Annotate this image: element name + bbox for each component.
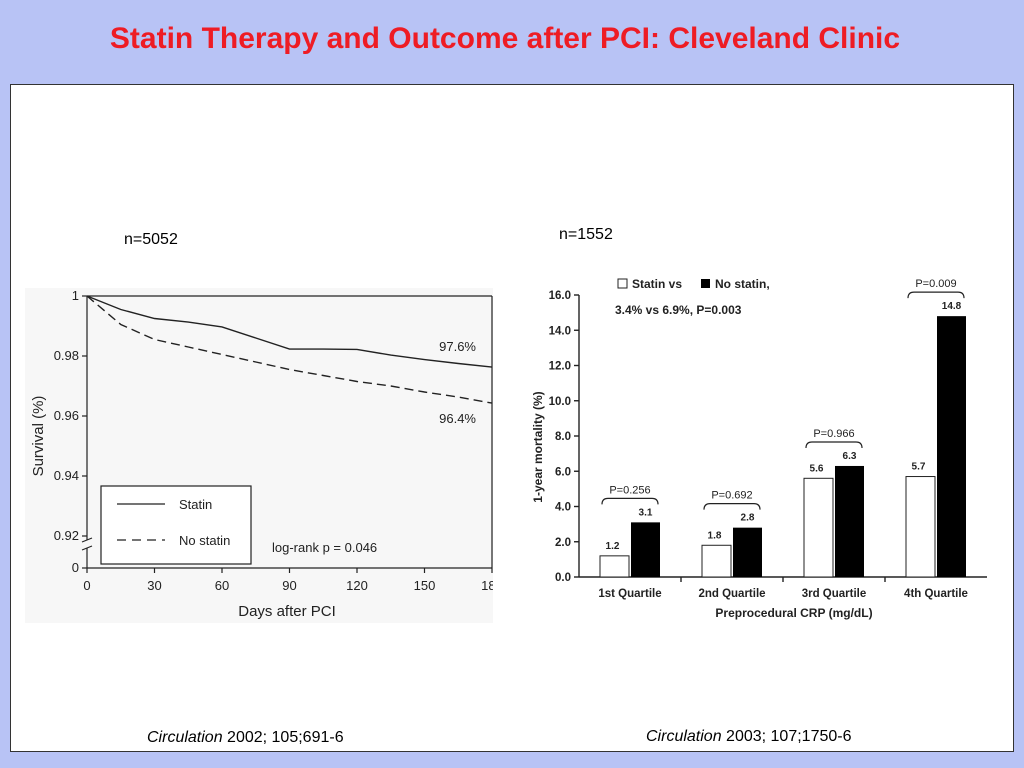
survival-y-tick-label: 0.96 [54, 408, 79, 423]
mortality-bar-chart: 0.0 2.0 4.0 6.0 8.0 10.0 12.0 14.0 16.0 1st Quart… [523, 255, 1001, 623]
right-citation-journal: Circulation [646, 728, 722, 745]
p-value-label: P=0.966 [813, 428, 854, 440]
bar-y-tick-label: 0.0 [555, 572, 571, 584]
bar-value-label: 3.1 [639, 507, 653, 518]
legend-statin-vs-swatch [617, 278, 628, 289]
right-n-label: n=1552 [559, 226, 613, 243]
p-value-bracket [703, 503, 761, 510]
bar-y-axis-label: 1-year mortality (%) [531, 391, 545, 502]
p-value-label: P=0.256 [609, 484, 650, 496]
p-value-bracket [805, 441, 863, 448]
legend-line2: 3.4% vs 6.9%, P=0.003 [615, 303, 742, 317]
slide-title: Statin Therapy and Outcome after PCI: Cl… [109, 22, 901, 55]
left-citation-rest: 2002; 105;691-6 [222, 729, 344, 746]
bar-y-tick-label: 14.0 [549, 325, 571, 337]
bar-y-tick-label: 2.0 [555, 537, 571, 549]
bar-category-label: 3rd Quartile [802, 588, 867, 600]
survival-x-tick-label: 0 [83, 578, 90, 593]
survival-y-tick-label: 0.94 [54, 468, 79, 483]
bar-value-label: 5.6 [810, 463, 824, 474]
survival-x-tick-label: 60 [215, 578, 229, 593]
survival-chart-bg [25, 288, 493, 623]
survival-chart: 0 0.92 0.94 0.96 0.98 1 0 30 60 90 120 150 180 97.6% 9… [25, 288, 493, 623]
bar-value-label: 2.8 [741, 513, 755, 524]
bar-statin [599, 555, 630, 578]
survival-axis-break-1 [81, 537, 93, 543]
survival-legend-box [100, 485, 252, 565]
survival-y-tick-label: 0 [72, 560, 79, 575]
bar-statin [905, 476, 936, 578]
bar-value-label: 6.3 [843, 451, 857, 462]
survival-y-tick-label: 0.98 [54, 348, 79, 363]
left-citation-journal: Circulation [147, 729, 223, 746]
bar-x-axis-label: Preprocedural CRP (mg/dL) [715, 606, 872, 620]
content-panel: n=5052 n=1552 0 0.92 0.94 0.96 0.98 1 0 30 60 90 1… [10, 84, 1014, 752]
bar-no-statin [937, 316, 966, 577]
bar-no-statin [631, 522, 660, 577]
survival-x-tick-label: 150 [414, 578, 436, 593]
bar-statin [803, 477, 834, 578]
survival-x-tick-label: 120 [346, 578, 368, 593]
logrank-annotation: log-rank p = 0.046 [272, 540, 377, 555]
bar-value-label: 14.8 [942, 301, 962, 312]
legend-statin-vs-label: Statin vs [632, 277, 682, 291]
survival-end-label: 96.4% [439, 411, 476, 426]
bar-value-label: 5.7 [912, 462, 926, 473]
p-value-label: P=0.692 [711, 490, 752, 502]
survival-x-axis-label: Days after PCI [238, 603, 336, 620]
legend-nostatin-label: No statin [179, 533, 230, 548]
right-citation: Circulation 2003; 107;1750-6 [646, 728, 851, 746]
bar-value-label: 1.8 [708, 530, 722, 541]
bar-y-tick-label: 8.0 [555, 431, 571, 443]
right-citation-rest: 2003; 107;1750-6 [721, 728, 852, 745]
p-value-bracket [907, 291, 965, 299]
p-value-label: P=0.009 [915, 278, 956, 290]
bar-y-tick-label: 4.0 [555, 502, 571, 514]
survival-x-tick-label: 90 [282, 578, 296, 593]
bar-y-tick-label: 6.0 [555, 466, 571, 478]
survival-y-tick-label: 1 [72, 288, 79, 303]
left-n-label: n=5052 [124, 231, 178, 248]
bar-no-statin [835, 465, 864, 577]
bar-y-tick-label: 12.0 [549, 361, 571, 373]
legend-no-statin-swatch [701, 279, 710, 288]
left-citation: Circulation 2002; 105;691-6 [147, 729, 344, 747]
bar-category-label: 1st Quartile [598, 588, 661, 600]
p-value-bracket [601, 497, 659, 505]
survival-line-statin [86, 295, 493, 368]
legend-no-statin-label: No statin, [715, 277, 770, 291]
survival-axis-break-2 [81, 545, 93, 551]
legend-statin-label: Statin [179, 497, 212, 512]
bar-y-tick-label: 10.0 [549, 396, 571, 408]
bar-category-label: 2nd Quartile [698, 588, 765, 600]
survival-y-tick-label: 0.92 [54, 528, 79, 543]
bar-y-tick-label: 16.0 [549, 290, 571, 302]
bar-value-label: 1.2 [606, 541, 620, 552]
survival-y-axis-label: Survival (%) [30, 396, 47, 477]
bar-no-statin [733, 527, 762, 577]
survival-x-tick-label: 180 [481, 578, 493, 593]
bar-statin [701, 544, 732, 578]
survival-end-label: 97.6% [439, 339, 476, 354]
survival-x-tick-label: 30 [147, 578, 161, 593]
survival-line-no-statin [86, 295, 493, 404]
bar-category-label: 4th Quartile [904, 588, 968, 600]
